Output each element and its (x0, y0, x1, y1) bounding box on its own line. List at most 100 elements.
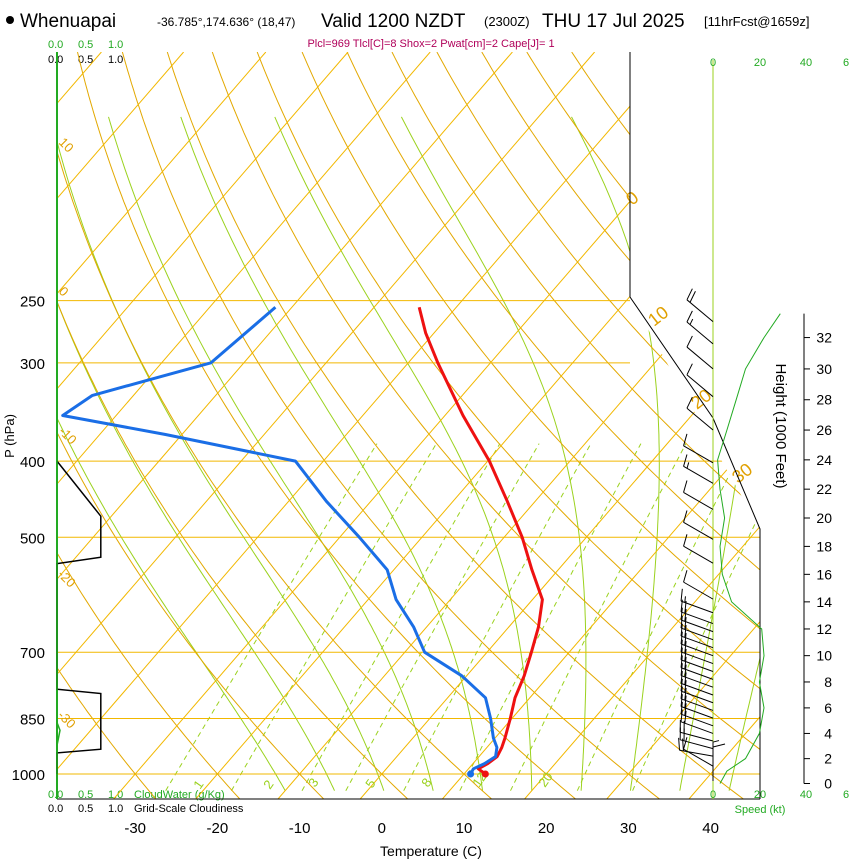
top-cloudwater-tick: 0.0 (48, 39, 63, 51)
barb-flag (680, 631, 683, 645)
barb-flag (686, 335, 693, 348)
height-axis-title: Height (1000 Feet) (772, 363, 789, 488)
barb-shaft (686, 374, 714, 398)
height-tick-label: 4 (824, 725, 832, 741)
barb-flag (686, 363, 693, 376)
barb-flag (680, 678, 683, 692)
speed-tick-bottom: 6 (843, 789, 849, 801)
barb-flag (686, 396, 693, 409)
mixing-ratio-label: 20 (535, 769, 556, 789)
barb-shaft (680, 698, 714, 711)
x-axis-title: Temperature (C) (380, 843, 482, 859)
height-tick-label: 22 (816, 481, 832, 497)
barb-flag (678, 737, 681, 751)
barb-flag (684, 687, 687, 701)
barb-flag (683, 510, 688, 523)
isotherm (57, 52, 349, 799)
wind-barb (686, 335, 714, 370)
height-tick-label: 20 (816, 510, 832, 526)
barb-flag (683, 570, 688, 583)
isotherm (57, 52, 184, 799)
cloudwater-profile (56, 300, 61, 774)
barb-flag (686, 288, 693, 301)
barb-flag (680, 694, 683, 707)
wind-barb (683, 510, 714, 540)
mixing-ratio-line (230, 443, 437, 791)
bottom-cloud-scales: 0.0 0.5 1.0 CloudWater (g/Kg) 0.0 0.5 1.… (48, 789, 244, 815)
mixing-ratio-line (345, 443, 540, 791)
wind-barb (680, 670, 714, 696)
barb-flag (683, 480, 688, 493)
wind-barb (712, 740, 720, 777)
barb-shaft (680, 682, 714, 696)
x-tick-label: -20 (207, 820, 229, 837)
wind-barb (683, 433, 714, 464)
barb-shaft (686, 321, 714, 345)
pressure-tick-label: 300 (20, 356, 45, 373)
dry-adiabat (166, 52, 744, 799)
mixing-ratio-line (459, 443, 642, 791)
isotherm-label: -20 (55, 567, 79, 591)
isotherm (57, 52, 267, 799)
cloudiness-profile (56, 460, 102, 774)
top-cloudiness-tick: 0.5 (78, 54, 93, 66)
barb-shaft (680, 739, 714, 750)
height-tick-label: 12 (816, 621, 832, 637)
barb-flag (684, 710, 687, 724)
barb-shaft (680, 721, 714, 734)
speed-tick-top: 40 (800, 57, 812, 69)
barb-flag (683, 737, 688, 750)
wind-barb (686, 396, 714, 431)
barb-shaft (680, 690, 714, 704)
barb-shaft (683, 581, 714, 600)
isotherm (57, 52, 595, 799)
wind-barb (683, 454, 714, 484)
bottom-cloudiness-tick: 0.5 (78, 803, 93, 815)
top-cloudiness-tick: 1.0 (108, 54, 123, 66)
moist-adiabat (400, 116, 587, 791)
mixing-ratio-line (510, 443, 687, 791)
wind-barb (680, 678, 714, 704)
barb-shaft (683, 491, 714, 510)
wind-panel (678, 60, 781, 799)
barb-shaft (679, 749, 714, 757)
wind-barb (680, 655, 714, 680)
wind-barb (683, 534, 714, 564)
isotherm (277, 52, 760, 799)
height-tick-label: 32 (816, 330, 832, 346)
wind-barb (680, 623, 714, 649)
barb-flag (684, 633, 687, 646)
sounding-traces (61, 306, 544, 778)
barb-flag (684, 617, 687, 630)
top-cloud-scales: 0.0 0.5 1.0 0.0 0.5 1.0 (48, 39, 123, 66)
height-tick-label: 16 (816, 566, 832, 582)
isotherm (442, 52, 760, 799)
dewpoint-line (61, 306, 499, 775)
pressure-tick-label: 500 (20, 530, 45, 547)
barb-flag (683, 454, 688, 467)
barb-flag (684, 672, 687, 685)
station-name: Whenuapai (20, 11, 116, 32)
bottom-cloudwater-tick: 0.5 (78, 789, 93, 801)
height-tick-label: 2 (824, 751, 832, 767)
barb-shaft (680, 635, 714, 649)
isotherm (57, 52, 431, 799)
isotherm (359, 52, 760, 799)
barb-shaft (680, 659, 714, 672)
barb-flag (684, 656, 687, 670)
speed-axis-title: Speed (kt) (735, 804, 786, 816)
x-tick-label: 0 (378, 820, 386, 837)
bottom-cloudiness-tick: 0.0 (48, 803, 63, 815)
wind-barb (683, 570, 714, 600)
barb-flag (689, 291, 696, 303)
barb-flag (680, 655, 683, 668)
pressure-tick-label: 1000 (12, 767, 45, 784)
height-tick-label: 24 (816, 452, 832, 468)
wind-barb (680, 709, 714, 734)
height-tick-label: 26 (816, 422, 832, 438)
barb-shaft (680, 619, 714, 633)
barb-shaft (680, 713, 714, 727)
barb-flag (684, 609, 687, 622)
